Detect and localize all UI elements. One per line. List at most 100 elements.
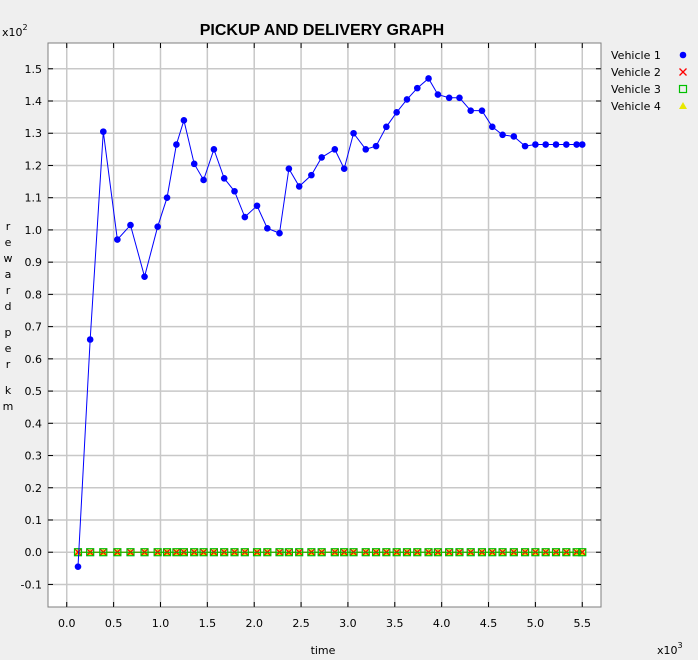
data-point-vehicle-1 bbox=[532, 141, 539, 148]
data-point-vehicle-3 bbox=[531, 548, 540, 557]
data-point-vehicle-3 bbox=[126, 548, 135, 557]
data-point-vehicle-3 bbox=[230, 548, 239, 557]
series-vehicle-1 bbox=[74, 75, 586, 571]
y-axis-label-char: r bbox=[6, 220, 11, 233]
data-point-vehicle-3 bbox=[562, 548, 571, 557]
data-point-vehicle-1 bbox=[180, 117, 188, 124]
data-point-vehicle-1 bbox=[552, 141, 560, 148]
data-point-vehicle-1 bbox=[141, 273, 148, 280]
y-tick-label: -0.1 bbox=[21, 578, 42, 591]
y-multiplier-exp: 2 bbox=[23, 23, 28, 32]
y-tick-label: 0.0 bbox=[25, 546, 43, 559]
data-point-vehicle-1 bbox=[573, 141, 580, 148]
data-point-vehicle-1 bbox=[403, 96, 411, 103]
y-tick-label: 1.3 bbox=[25, 127, 43, 140]
data-point-vehicle-3 bbox=[433, 548, 443, 557]
x-tick-label: 5.0 bbox=[527, 617, 545, 630]
legend-label: Vehicle 3 bbox=[611, 83, 661, 96]
data-point-vehicle-3 bbox=[541, 548, 550, 557]
data-point-vehicle-1 bbox=[372, 142, 380, 150]
data-point-vehicle-1 bbox=[488, 123, 496, 131]
x-tick-label: 4.5 bbox=[480, 617, 498, 630]
chart-title: PICKUP AND DELIVERY GRAPH bbox=[200, 22, 444, 39]
data-point-vehicle-1 bbox=[285, 165, 293, 172]
legend-marker bbox=[679, 68, 687, 76]
data-point-vehicle-3 bbox=[498, 548, 507, 557]
y-multiplier-base: x10 bbox=[2, 26, 23, 39]
data-point-vehicle-1 bbox=[350, 129, 357, 137]
data-point-vehicle-1 bbox=[425, 75, 432, 82]
y-tick-label: 0.7 bbox=[25, 321, 43, 334]
data-point-vehicle-3 bbox=[240, 548, 249, 557]
legend-item: Vehicle 3 bbox=[611, 83, 688, 96]
data-point-vehicle-1 bbox=[200, 176, 207, 184]
data-point-vehicle-3 bbox=[392, 548, 401, 557]
data-point-vehicle-1 bbox=[510, 133, 518, 140]
data-point-vehicle-1 bbox=[383, 123, 390, 131]
data-point-vehicle-1 bbox=[445, 94, 453, 102]
data-point-vehicle-3 bbox=[520, 548, 530, 557]
y-axis-label-char: p bbox=[5, 326, 12, 339]
data-point-vehicle-3 bbox=[86, 548, 95, 557]
data-point-vehicle-3 bbox=[551, 548, 561, 557]
legend-label: Vehicle 1 bbox=[611, 49, 661, 62]
data-point-vehicle-1 bbox=[308, 171, 315, 179]
x-tick-label: 5.5 bbox=[574, 617, 592, 630]
y-axis-label-char: e bbox=[5, 236, 12, 249]
data-point-vehicle-3 bbox=[488, 548, 497, 557]
data-point-vehicle-1 bbox=[74, 563, 82, 571]
legend-item: Vehicle 2 bbox=[611, 66, 687, 79]
data-point-vehicle-3 bbox=[349, 548, 358, 557]
legend-label: Vehicle 4 bbox=[611, 100, 661, 113]
y-tick-label: 1.2 bbox=[25, 159, 43, 172]
data-point-vehicle-3 bbox=[252, 548, 262, 557]
data-point-vehicle-1 bbox=[86, 336, 94, 343]
legend-marker-stroke bbox=[679, 68, 687, 76]
data-point-vehicle-3 bbox=[307, 548, 316, 557]
y-tick-label: 0.2 bbox=[25, 482, 43, 495]
legend-item: Vehicle 1 bbox=[611, 49, 687, 62]
plot-area bbox=[47, 42, 602, 608]
x-axis-multiplier: x103 bbox=[657, 641, 683, 657]
data-point-vehicle-3 bbox=[361, 548, 370, 557]
y-tick-label: 1.5 bbox=[25, 63, 43, 76]
data-point-vehicle-3 bbox=[317, 548, 326, 557]
x-tick-label: 0.0 bbox=[58, 617, 76, 630]
series-layer bbox=[73, 75, 587, 571]
data-point-vehicle-1 bbox=[542, 141, 549, 148]
data-point-vehicle-3 bbox=[382, 548, 391, 557]
data-point-vehicle-3 bbox=[263, 548, 272, 557]
legend: Vehicle 1 Vehicle 2 Vehicle 3 Vehicle 4 bbox=[611, 49, 688, 113]
y-axis-label-char: k bbox=[5, 384, 12, 397]
y-axis-label-char: m bbox=[3, 400, 14, 413]
y-tick-label: 0.3 bbox=[25, 450, 43, 463]
axis-ticks: 0.0 0.5 1.0 1.5 2.0 2.5 3.0 3.5 4.0 4.5 5.0 5.5 -0.1… bbox=[21, 43, 601, 630]
y-tick-label: 0.9 bbox=[25, 256, 43, 269]
data-point-vehicle-3 bbox=[371, 548, 381, 557]
data-point-vehicle-3 bbox=[153, 548, 162, 557]
data-point-vehicle-1 bbox=[413, 84, 421, 92]
data-point-vehicle-1 bbox=[563, 141, 570, 148]
data-point-vehicle-1 bbox=[318, 154, 325, 161]
data-point-vehicle-1 bbox=[190, 160, 198, 168]
y-axis-multiplier: x102 bbox=[2, 23, 28, 39]
y-tick-label: 1.1 bbox=[25, 192, 43, 205]
data-point-vehicle-1 bbox=[340, 165, 348, 172]
data-point-vehicle-3 bbox=[179, 548, 189, 557]
data-point-vehicle-1 bbox=[499, 131, 506, 139]
data-point-vehicle-1 bbox=[295, 183, 303, 190]
data-point-vehicle-1 bbox=[220, 175, 228, 182]
data-point-vehicle-1 bbox=[163, 194, 171, 201]
data-point-vehicle-3 bbox=[220, 548, 229, 557]
data-point-vehicle-3 bbox=[190, 548, 199, 557]
x-tick-label: 2.5 bbox=[292, 617, 310, 630]
data-point-vehicle-3 bbox=[99, 548, 108, 557]
data-point-vehicle-1 bbox=[264, 225, 271, 232]
data-point-vehicle-3 bbox=[275, 548, 284, 557]
data-point-vehicle-3 bbox=[162, 548, 172, 557]
data-point-vehicle-3 bbox=[413, 548, 422, 557]
data-point-vehicle-1 bbox=[210, 146, 218, 153]
data-point-vehicle-3 bbox=[477, 548, 487, 557]
data-point-vehicle-1 bbox=[114, 236, 121, 243]
